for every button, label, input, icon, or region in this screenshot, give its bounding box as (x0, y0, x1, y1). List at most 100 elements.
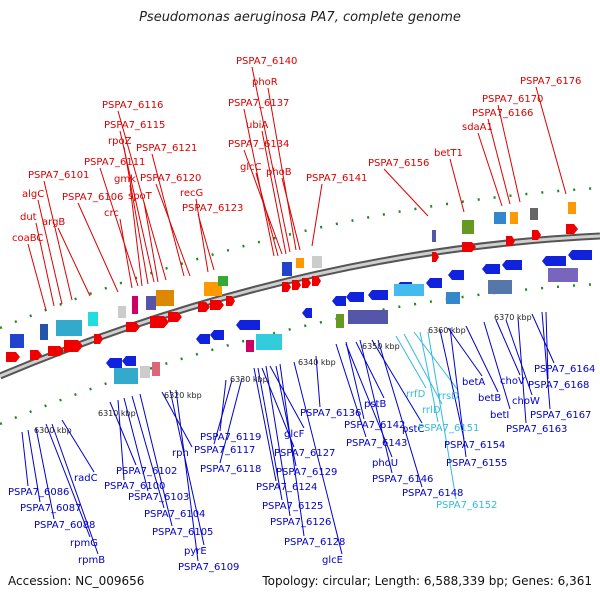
gene-arrow (210, 300, 224, 310)
gene-label-bottom: PSPA7_6164 (534, 364, 595, 375)
gene-label-top: ubiA (246, 120, 268, 131)
leader-line (151, 153, 185, 277)
leader-line (213, 379, 233, 445)
gene-label-bottom: PSPA7_6100 (104, 481, 165, 492)
gene-label-top: PSPA7_6170 (482, 94, 543, 105)
gene-label-top: glcC (240, 162, 262, 173)
gene-arrow (302, 308, 312, 318)
leader-line (311, 183, 323, 247)
feature-box (348, 310, 388, 324)
top-leader-lines (27, 66, 567, 311)
gene-label-top: PSPA7_6123 (182, 203, 243, 214)
feature-box (156, 290, 174, 306)
forward-feature-boxes (10, 202, 576, 348)
gene-arrow (126, 322, 140, 332)
gene-label-bottom: betA (462, 377, 485, 388)
gene-arrow (196, 334, 210, 344)
gene-label-bottom: PSPA7_6127 (274, 448, 335, 459)
leader-line (61, 419, 95, 473)
gene-label-bottom: PSPA7_6086 (8, 487, 69, 498)
gene-arrow (502, 260, 522, 270)
leader-line (117, 110, 167, 281)
leader-line (377, 339, 423, 488)
gene-arrow (568, 250, 592, 260)
gene-arrow (302, 278, 311, 288)
gene-label-top: recG (180, 188, 203, 199)
gene-label-top: coaBC (12, 233, 43, 244)
gene-arrow (122, 356, 136, 366)
gene-label-bottom: rpmB (78, 555, 105, 566)
gene-label-top: PSPA7_6115 (104, 120, 165, 131)
leader-line (123, 397, 149, 492)
gene-label-top: PSPA7_6141 (306, 173, 367, 184)
gene-label-bottom: PSPA7_6154 (444, 440, 505, 451)
gene-label-bottom: PSPA7_6103 (128, 492, 189, 503)
feature-box (246, 340, 254, 352)
feature-box (152, 362, 160, 376)
scale-label: 6330 kbp (230, 375, 268, 384)
leader-line (449, 327, 467, 458)
gene-arrow (506, 236, 515, 246)
map-title: Pseudomonas aeruginosa PA7, complete gen… (139, 10, 461, 25)
leader-line (117, 399, 125, 481)
gene-label-bottom: pyrE (184, 546, 207, 557)
gene-label-top: PSPA7_6111 (84, 157, 145, 168)
gene-label-bottom: PSPA7_6088 (34, 520, 95, 531)
scale-label: 6360 kbp (428, 326, 466, 335)
gene-label-bottom: betI (490, 410, 509, 421)
leader-line (43, 180, 73, 301)
gene-arrow (168, 312, 182, 322)
leader-line (315, 355, 321, 408)
gene-label-top: crc (104, 208, 119, 219)
leader-line (45, 423, 91, 538)
leader-line (487, 118, 511, 205)
bottom-gene-labels: PSPA7_6086 PSPA7_6087 PSPA7_6088 radC rpmG rp… (8, 364, 595, 573)
gene-label-bottom: PSPA7_6105 (152, 527, 213, 538)
gene-label-top: PSPA7_6156 (368, 158, 429, 169)
leader-line (155, 183, 191, 277)
gene-label-bottom: PSPA7_6104 (144, 509, 205, 520)
gene-label-bottom: glcF (284, 429, 305, 440)
leader-line (119, 130, 155, 283)
leader-line (395, 335, 427, 389)
forward-strand-genes (6, 224, 578, 362)
leader-line (545, 311, 549, 380)
gene-label-bottom: betB (478, 393, 501, 404)
leader-line (219, 377, 243, 464)
gene-label-top: rpoZ (108, 136, 132, 147)
leader-line (279, 363, 305, 537)
leader-line (281, 177, 301, 251)
leader-line (465, 325, 499, 393)
scale-label: 6350 kbp (362, 342, 400, 351)
scale-label: 6300 kbp (34, 426, 72, 435)
leader-line (257, 367, 283, 501)
genome-summary-text: Topology: circular; Length: 6,588,339 bp… (262, 574, 592, 588)
gene-label-bottom: choV (500, 376, 525, 387)
leader-line (517, 317, 527, 424)
leader-line (345, 343, 393, 458)
leader-line (535, 86, 567, 195)
gene-arrow (426, 278, 442, 288)
leader-line (541, 311, 551, 410)
feature-box (462, 220, 474, 234)
leader-line (175, 389, 199, 562)
gene-label-top: PSPA7_6116 (102, 100, 163, 111)
leader-line (345, 341, 365, 420)
leader-line (265, 365, 291, 517)
gene-label-top: PSPA7_6137 (228, 98, 289, 109)
gene-label-bottom: pstB (364, 399, 386, 410)
genome-backbone (0, 232, 600, 380)
gene-label-bottom: PSPA7_6087 (20, 503, 81, 514)
leader-line (275, 365, 297, 467)
gene-label-bottom: radC (74, 473, 98, 484)
leader-line (35, 222, 55, 307)
scale-label: 6370 kbp (494, 313, 532, 322)
gene-arrow (566, 224, 578, 234)
gene-label-bottom: choW (512, 396, 540, 407)
leader-line (483, 321, 511, 410)
feature-box (40, 324, 48, 340)
leader-line (131, 395, 165, 509)
gene-arrow (94, 334, 103, 344)
